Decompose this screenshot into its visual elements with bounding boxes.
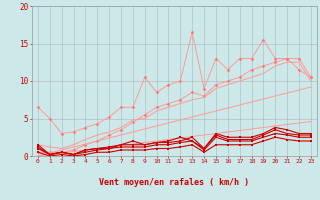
X-axis label: Vent moyen/en rafales ( km/h ): Vent moyen/en rafales ( km/h ) [100, 178, 249, 187]
